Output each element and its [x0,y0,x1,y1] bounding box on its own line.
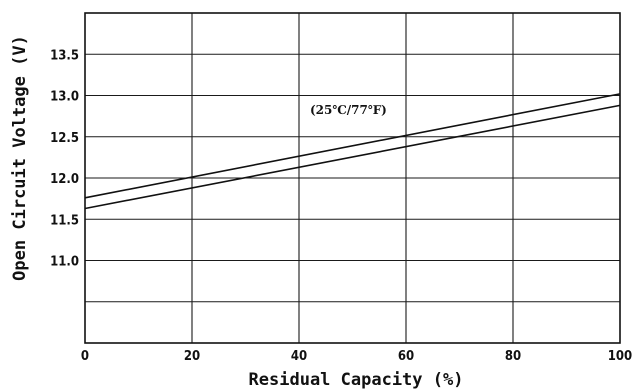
y-tick-labels: 11.0 11.5 12.0 12.5 13.0 13.5 [50,48,79,269]
y-axis-title: Open Circuit Voltage (V) [10,35,30,281]
y-tick-label: 11.0 [50,255,79,270]
x-tick-label: 20 [184,349,200,364]
x-axis-title: Residual Capacity (%) [249,370,464,389]
series-line-2 [84,104,621,210]
grid [85,13,620,343]
x-tick-label: 40 [291,349,307,364]
y-tick-label: 13.0 [50,90,79,105]
temperature-annotation: (25℃/77℉) [310,103,387,117]
plot-frame [84,12,621,344]
x-tick-label: 100 [608,349,632,364]
series-group [84,93,621,210]
series-line-1 [84,93,621,199]
y-tick-label: 12.0 [50,172,79,187]
y-tick-label: 12.5 [50,131,79,146]
x-tick-label: 0 [81,349,89,364]
x-tick-label: 80 [505,349,521,364]
x-tick-label: 60 [398,349,414,364]
y-tick-label: 13.5 [50,48,79,63]
x-tick-labels: 0 20 40 60 80 100 [81,349,632,364]
y-tick-label: 11.5 [50,213,79,228]
